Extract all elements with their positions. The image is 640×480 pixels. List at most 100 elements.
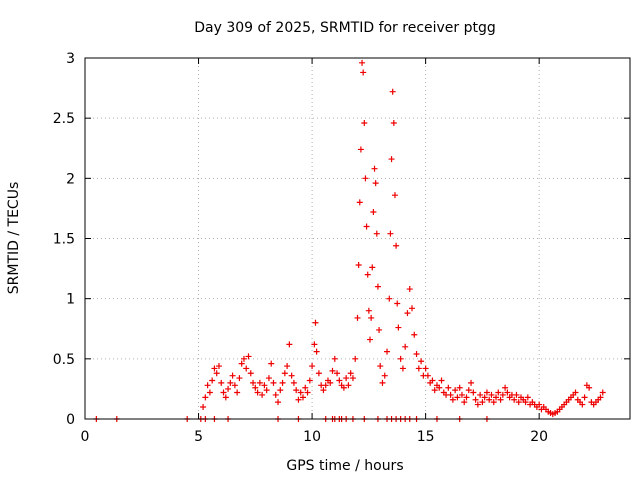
data-point xyxy=(218,379,225,386)
data-point xyxy=(288,372,295,379)
data-point xyxy=(470,389,477,396)
data-point xyxy=(362,175,369,182)
data-point xyxy=(504,389,511,396)
data-point xyxy=(581,394,588,401)
data-point xyxy=(304,389,311,396)
data-point xyxy=(486,396,493,403)
y-tick-label: 2.5 xyxy=(53,111,75,127)
data-point xyxy=(458,391,465,398)
data-point xyxy=(369,264,376,271)
data-point xyxy=(436,384,443,391)
data-point xyxy=(356,199,363,206)
data-point xyxy=(456,384,463,391)
data-point xyxy=(243,365,250,372)
data-point xyxy=(272,391,279,398)
data-point xyxy=(329,367,336,374)
data-point xyxy=(406,286,413,293)
data-point xyxy=(359,59,366,66)
data-point xyxy=(376,326,383,333)
data-point xyxy=(265,375,272,382)
data-point xyxy=(394,300,401,307)
data-point xyxy=(220,389,227,396)
data-point xyxy=(236,375,243,382)
y-tick-label: 2 xyxy=(66,171,75,187)
data-point xyxy=(349,375,356,382)
data-point xyxy=(259,391,266,398)
chart-title: Day 309 of 2025, SRMTID for receiver ptg… xyxy=(194,20,496,36)
data-point xyxy=(415,365,422,372)
data-point xyxy=(524,394,531,401)
data-point xyxy=(277,387,284,394)
data-point xyxy=(295,396,302,403)
y-tick-label: 1 xyxy=(66,292,75,308)
data-point xyxy=(206,389,213,396)
data-point xyxy=(397,355,404,362)
data-point xyxy=(413,351,420,358)
data-point xyxy=(336,377,343,384)
x-tick-label: 0 xyxy=(81,429,90,445)
data-point xyxy=(352,355,359,362)
data-point xyxy=(290,379,297,386)
data-point xyxy=(322,382,329,389)
y-tick-label: 3 xyxy=(66,51,75,67)
data-point xyxy=(374,283,381,290)
data-point xyxy=(372,180,379,187)
data-point xyxy=(331,355,338,362)
data-point xyxy=(465,387,472,394)
x-axis-label: GPS time / hours xyxy=(286,458,403,474)
data-point xyxy=(452,387,459,394)
data-point xyxy=(311,341,318,348)
data-point xyxy=(429,377,436,384)
data-point xyxy=(275,399,282,406)
data-point xyxy=(445,384,452,391)
data-point xyxy=(345,382,352,389)
x-tick-label: 10 xyxy=(303,429,321,445)
data-point xyxy=(447,391,454,398)
data-point xyxy=(320,387,327,394)
data-point xyxy=(364,271,371,278)
data-point xyxy=(402,343,409,350)
data-point xyxy=(388,156,395,163)
axis-ticks: 0 5 10 15 20 0 0.5 1 1.5 2 2.5 3 xyxy=(53,51,630,445)
data-point xyxy=(360,69,367,76)
data-point xyxy=(281,370,288,377)
data-point xyxy=(497,396,504,403)
x-tick-label: 15 xyxy=(417,429,435,445)
data-point xyxy=(404,310,411,317)
data-point xyxy=(513,391,520,398)
data-point xyxy=(468,379,475,386)
data-point xyxy=(313,348,320,355)
data-point xyxy=(391,192,398,199)
data-point xyxy=(213,370,220,377)
data-point xyxy=(418,358,425,365)
data-point xyxy=(409,305,415,312)
data-point xyxy=(261,382,268,389)
data-point xyxy=(511,396,518,403)
data-point xyxy=(215,363,222,370)
data-point xyxy=(270,379,277,386)
data-point xyxy=(477,391,484,398)
data-point xyxy=(245,353,252,360)
data-point xyxy=(493,394,500,401)
data-point xyxy=(204,382,211,389)
data-point xyxy=(481,394,488,401)
data-point xyxy=(225,385,232,392)
data-point xyxy=(366,336,373,343)
data-point xyxy=(399,365,406,372)
data-point xyxy=(297,389,304,396)
data-point xyxy=(200,403,207,410)
data-point xyxy=(254,389,261,396)
data-point xyxy=(495,389,502,396)
data-point xyxy=(390,119,397,126)
data-point xyxy=(357,146,364,153)
data-point xyxy=(306,377,313,384)
data-point xyxy=(522,399,529,406)
data-point xyxy=(222,394,229,401)
data-point xyxy=(312,319,319,326)
data-point xyxy=(343,375,350,382)
data-point xyxy=(431,387,438,394)
data-point xyxy=(309,363,316,370)
data-point xyxy=(572,389,579,396)
data-point xyxy=(463,394,470,401)
data-point xyxy=(381,372,388,379)
